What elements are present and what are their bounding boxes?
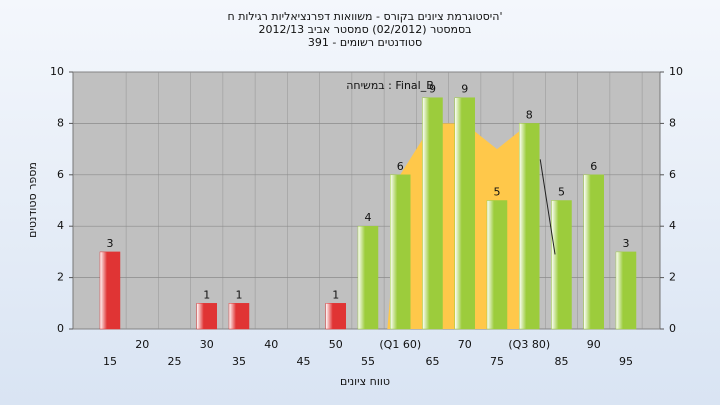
bar [228,303,250,330]
y-axis-label: מספר סטודנטים [26,162,39,238]
x-tick-label: 35 [232,355,246,368]
data-label: 5 [494,186,501,199]
x-tick-label: 70 [458,338,472,351]
y-tick-label: 0 [57,322,64,335]
subtitle: במשיחה : Final_B [346,79,434,92]
x-tick-label: 45 [297,355,311,368]
data-label: 6 [590,160,597,173]
bar [583,174,604,330]
data-label: 3 [107,237,114,250]
x-tick-label: 75 [490,355,504,368]
x-tick-label: 65 [426,355,440,368]
x-tick-label: 40 [264,338,278,351]
bar [615,251,637,330]
data-label: 1 [332,288,339,301]
data-label: 4 [365,211,372,224]
x-tick-label: 95 [619,355,633,368]
bar [99,251,121,330]
line [539,159,556,255]
x-tick-label: 85 [555,355,569,368]
bar [357,225,379,330]
title-line: 391 - סטודנטים רשומים [308,36,422,49]
y2-tick-label: 10 [669,65,683,78]
x-tick-label: (Q3 80) [508,338,550,351]
bar [390,174,411,330]
data-label: 9 [461,83,468,96]
y-tick-label: 2 [57,271,64,284]
data-label: 1 [236,288,243,301]
x-tick-label: 90 [587,338,601,351]
y2-tick-label: 8 [669,116,676,129]
bar [551,200,572,330]
bar [422,97,443,330]
x-tick-label: 15 [103,355,117,368]
bar [454,97,475,330]
y2-tick-label: 6 [669,168,676,181]
title-line: בסמסטר (02/2012) סמסטר אביב 2012/13 [258,23,471,36]
x-tick-label: 25 [168,355,182,368]
data-label: 1 [203,288,210,301]
title-line: היסטוגרמת ציונים בקורס - משוואות דפרנציא… [228,10,503,23]
bar [486,200,508,330]
y-tick-label: 6 [57,168,64,181]
y2-tick-label: 2 [669,271,676,284]
x-tick-label: 30 [200,338,214,351]
y-tick-label: 8 [57,116,64,129]
data-label: 5 [558,186,565,199]
y-tick-label: 4 [57,219,64,232]
y-tick-label: 10 [50,65,64,78]
bar [325,303,346,330]
data-label: 9 [429,83,436,96]
x-tick-label: (Q1 60) [379,338,421,351]
bar [196,303,217,330]
x-axis-label: טווח ציונים [340,375,390,388]
bar [519,123,540,330]
y2-tick-label: 0 [669,322,676,335]
x-tick-label: 55 [361,355,375,368]
x-tick-label: 20 [135,338,149,351]
data-label: 3 [623,237,630,250]
data-label: 6 [397,160,404,173]
y2-tick-label: 4 [669,219,676,232]
data-label: 8 [526,108,533,121]
x-tick-label: 50 [329,338,343,351]
